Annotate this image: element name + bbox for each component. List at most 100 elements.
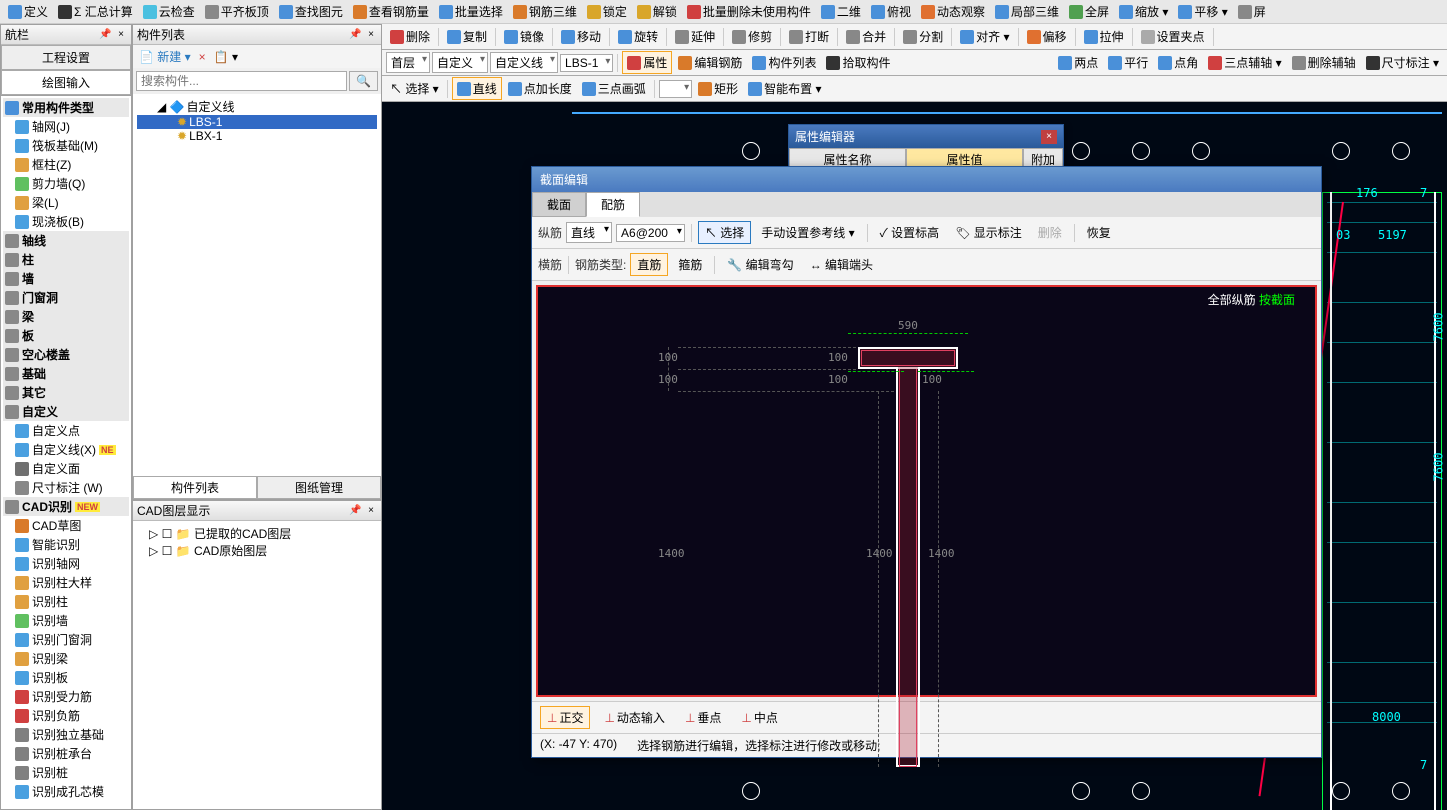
toolbar-缩放 ▾[interactable]: 缩放 ▾ (1115, 2, 1172, 21)
toolbar-云检查[interactable]: 云检查 (139, 2, 199, 21)
toolbar-Σ 汇总计算[interactable]: Σ 汇总计算 (54, 2, 137, 21)
select-floor[interactable]: 首层 (386, 52, 430, 73)
toolbar-局部三维[interactable]: 局部三维 (991, 2, 1063, 21)
btn-平行[interactable]: 平行 (1104, 52, 1152, 73)
nav-item[interactable]: 自定义 (3, 402, 129, 421)
straight-rebar-button[interactable]: 直筋 (630, 253, 668, 276)
tab-section[interactable]: 截面 (532, 192, 586, 217)
edit-end-button[interactable]: ↔ 编辑端头 (804, 254, 879, 275)
toolbar-屏[interactable]: 屏 (1234, 2, 1270, 21)
select-member[interactable]: LBS-1 (560, 54, 613, 72)
btn-删除辅轴[interactable]: 删除辅轴 (1288, 52, 1360, 73)
draw-三点画弧[interactable]: 三点画弧 (578, 78, 650, 99)
draw-点加长度[interactable]: 点加长度 (504, 78, 576, 99)
nav-item[interactable]: 自定义线(X)NE (3, 440, 129, 459)
dropdown[interactable] (659, 80, 692, 98)
tab-draw[interactable]: 绘图输入 (1, 70, 131, 95)
toolbar-批量删除未使用构件[interactable]: 批量删除未使用构件 (683, 2, 815, 21)
toolbar-俯视[interactable]: 俯视 (867, 2, 915, 21)
close-icon[interactable]: × (1041, 130, 1057, 144)
search-icon[interactable]: 🔍 (349, 71, 378, 91)
tree-item-lbx1[interactable]: ✹ LBX-1 (137, 129, 377, 143)
nav-item[interactable]: 常用构件类型 (3, 98, 129, 117)
nav-item[interactable]: 板 (3, 326, 129, 345)
rebar-type-select[interactable]: 直线 (566, 222, 612, 243)
toolbar-批量选择[interactable]: 批量选择 (435, 2, 507, 21)
btn-编辑钢筋[interactable]: 编辑钢筋 (674, 52, 746, 73)
toolbar-二维[interactable]: 二维 (817, 2, 865, 21)
cmd-移动[interactable]: 移动 (557, 26, 605, 47)
manual-ref-button[interactable]: 手动设置参考线 ▾ (755, 222, 860, 243)
cmd-对齐 ▾[interactable]: 对齐 ▾ (956, 26, 1013, 47)
nav-item[interactable]: 识别桩承台 (3, 744, 129, 763)
nav-item[interactable]: 柱 (3, 250, 129, 269)
select-cat[interactable]: 自定义 (432, 52, 488, 73)
close-icon[interactable]: × (365, 29, 377, 41)
toolbar-锁定[interactable]: 锁定 (583, 2, 631, 21)
nav-item[interactable]: 梁 (3, 307, 129, 326)
tab-drawing-mgmt[interactable]: 图纸管理 (257, 476, 381, 499)
btn-三点辅轴 ▾[interactable]: 三点辅轴 ▾ (1204, 52, 1285, 73)
nav-item[interactable]: 识别负筋 (3, 706, 129, 725)
nav-item[interactable]: 门窗洞 (3, 288, 129, 307)
cmd-偏移[interactable]: 偏移 (1023, 26, 1071, 47)
section-canvas[interactable]: 全部纵筋 按截面 590 100 100 100 1400 1400 (536, 285, 1317, 697)
cmd-分割[interactable]: 分割 (899, 26, 947, 47)
nav-item[interactable]: 墙 (3, 269, 129, 288)
edit-hook-button[interactable]: 🔧 编辑弯勾 (721, 254, 799, 275)
nav-item[interactable]: 尺寸标注 (W) (3, 478, 129, 497)
snap-动态输入[interactable]: ⊥ 动态输入 (598, 707, 670, 728)
nav-item[interactable]: 识别柱 (3, 592, 129, 611)
btn-尺寸标注 ▾[interactable]: 尺寸标注 ▾ (1362, 52, 1443, 73)
toolbar-定义[interactable]: 定义 (4, 2, 52, 21)
tree-item-lbs1[interactable]: ✹ LBS-1 (137, 115, 377, 129)
select-subcat[interactable]: 自定义线 (490, 52, 558, 73)
rebar-spec-select[interactable]: A6@200 (616, 224, 685, 242)
nav-item[interactable]: 自定义面 (3, 459, 129, 478)
restore-button[interactable]: 恢复 (1081, 222, 1117, 243)
nav-item[interactable]: 识别成孔芯模 (3, 782, 129, 801)
nav-item[interactable]: 其它 (3, 383, 129, 402)
cmd-修剪[interactable]: 修剪 (728, 26, 776, 47)
layer-item[interactable]: ▷ ☐ 📁 已提取的CAD图层 (137, 525, 377, 542)
nav-item[interactable]: 轴网(J) (3, 117, 129, 136)
toolbar-平移 ▾[interactable]: 平移 ▾ (1174, 2, 1231, 21)
close-icon[interactable]: × (365, 505, 377, 517)
cmd-旋转[interactable]: 旋转 (614, 26, 662, 47)
nav-item[interactable]: 识别门窗洞 (3, 630, 129, 649)
cmd-拉伸[interactable]: 拉伸 (1080, 26, 1128, 47)
toolbar-钢筋三维[interactable]: 钢筋三维 (509, 2, 581, 21)
toolbar-解锁[interactable]: 解锁 (633, 2, 681, 21)
nav-item[interactable]: 自定义点 (3, 421, 129, 440)
btn-两点[interactable]: 两点 (1054, 52, 1102, 73)
btn-拾取构件[interactable]: 拾取构件 (822, 52, 894, 73)
pin-icon[interactable]: 📌 (349, 505, 361, 517)
tab-member-list[interactable]: 构件列表 (133, 476, 257, 499)
set-elev-button[interactable]: ✓ 设置标高 (874, 222, 946, 243)
new-button[interactable]: 📄 新建 ▾ (139, 48, 191, 65)
select-button[interactable]: ↖ 选择 (698, 221, 751, 244)
cmd-合并[interactable]: 合并 (842, 26, 890, 47)
toolbar-查看钢筋量[interactable]: 查看钢筋量 (349, 2, 433, 21)
nav-item[interactable]: 识别轴网 (3, 554, 129, 573)
nav-item[interactable]: 基础 (3, 364, 129, 383)
cmd-删除[interactable]: 删除 (386, 26, 434, 47)
copy-icon[interactable]: 📋 ▾ (214, 50, 238, 64)
nav-item[interactable]: 现浇板(B) (3, 212, 129, 231)
nav-item[interactable]: 框柱(Z) (3, 155, 129, 174)
cmd-延伸[interactable]: 延伸 (671, 26, 719, 47)
btn-构件列表[interactable]: 构件列表 (748, 52, 820, 73)
nav-item[interactable]: 识别柱大样 (3, 573, 129, 592)
nav-item[interactable]: 智能识别 (3, 535, 129, 554)
nav-item[interactable]: 识别受力筋 (3, 687, 129, 706)
pin-icon[interactable]: 📌 (99, 29, 111, 41)
tab-project[interactable]: 工程设置 (1, 45, 131, 70)
search-input[interactable] (136, 71, 347, 91)
snap-正交[interactable]: ⊥ 正交 (540, 706, 590, 729)
shape-智能布置 ▾[interactable]: 智能布置 ▾ (744, 78, 825, 99)
tree-root[interactable]: ◢ 🔷 自定义线 (137, 98, 377, 115)
btn-点角[interactable]: 点角 (1154, 52, 1202, 73)
show-label-button[interactable]: 🏷 显示标注 (949, 222, 1028, 243)
nav-item[interactable]: 识别桩 (3, 763, 129, 782)
toolbar-动态观察[interactable]: 动态观察 (917, 2, 989, 21)
